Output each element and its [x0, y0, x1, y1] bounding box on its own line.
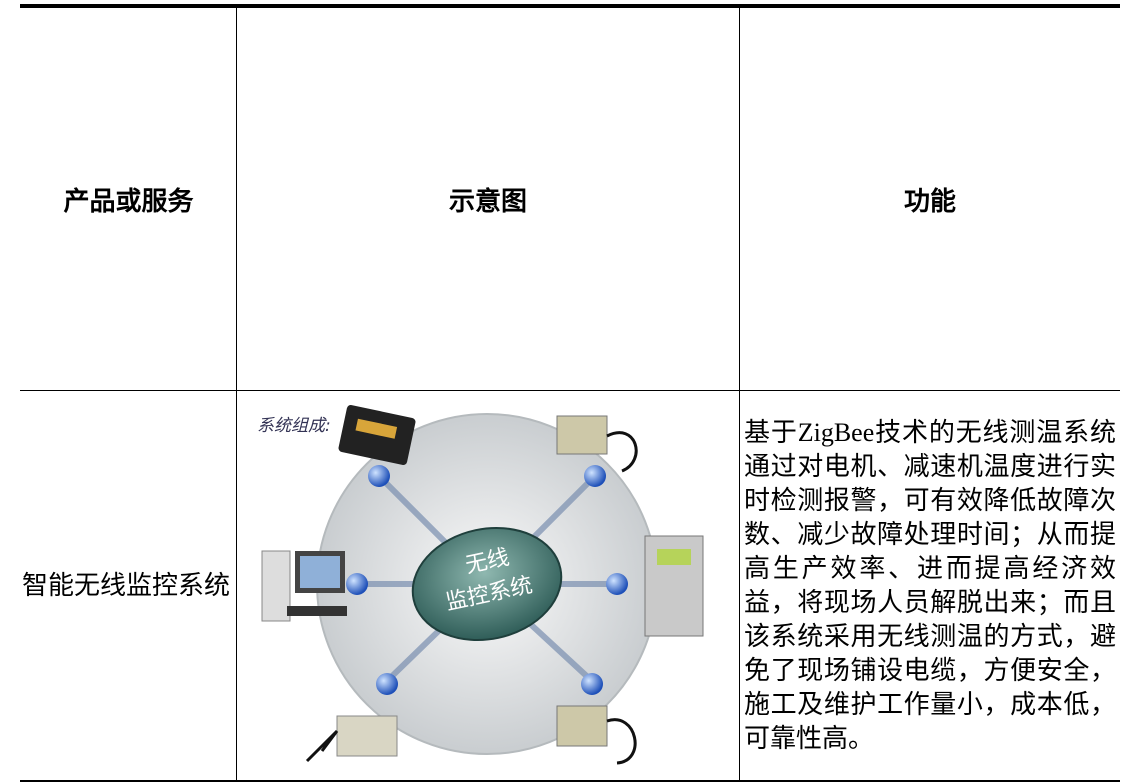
- body-row: 智能无线监控系统 无线 监控系统: [20, 390, 1120, 782]
- header-cell: 示意图: [236, 4, 740, 391]
- product-table: 产品或服务 示意图 功能 智能无线监控系统 无线 监控系统: [20, 4, 1120, 782]
- system-diagram: 无线 监控系统 系统组成:: [257, 404, 704, 765]
- diagram-caption: 系统组成:: [257, 416, 331, 436]
- diagram-cell: 无线 监控系统 系统组成:: [236, 390, 740, 782]
- product-cell: 智能无线监控系统: [20, 390, 237, 782]
- header-cell: 产品或服务: [20, 4, 237, 391]
- function-cell: 基于ZigBee技术的无线测温系统通过对电机、减速机温度进行实时检测报警，可有效…: [739, 390, 1120, 782]
- header-row: 产品或服务 示意图 功能: [20, 4, 1120, 391]
- header-cell: 功能: [739, 4, 1120, 391]
